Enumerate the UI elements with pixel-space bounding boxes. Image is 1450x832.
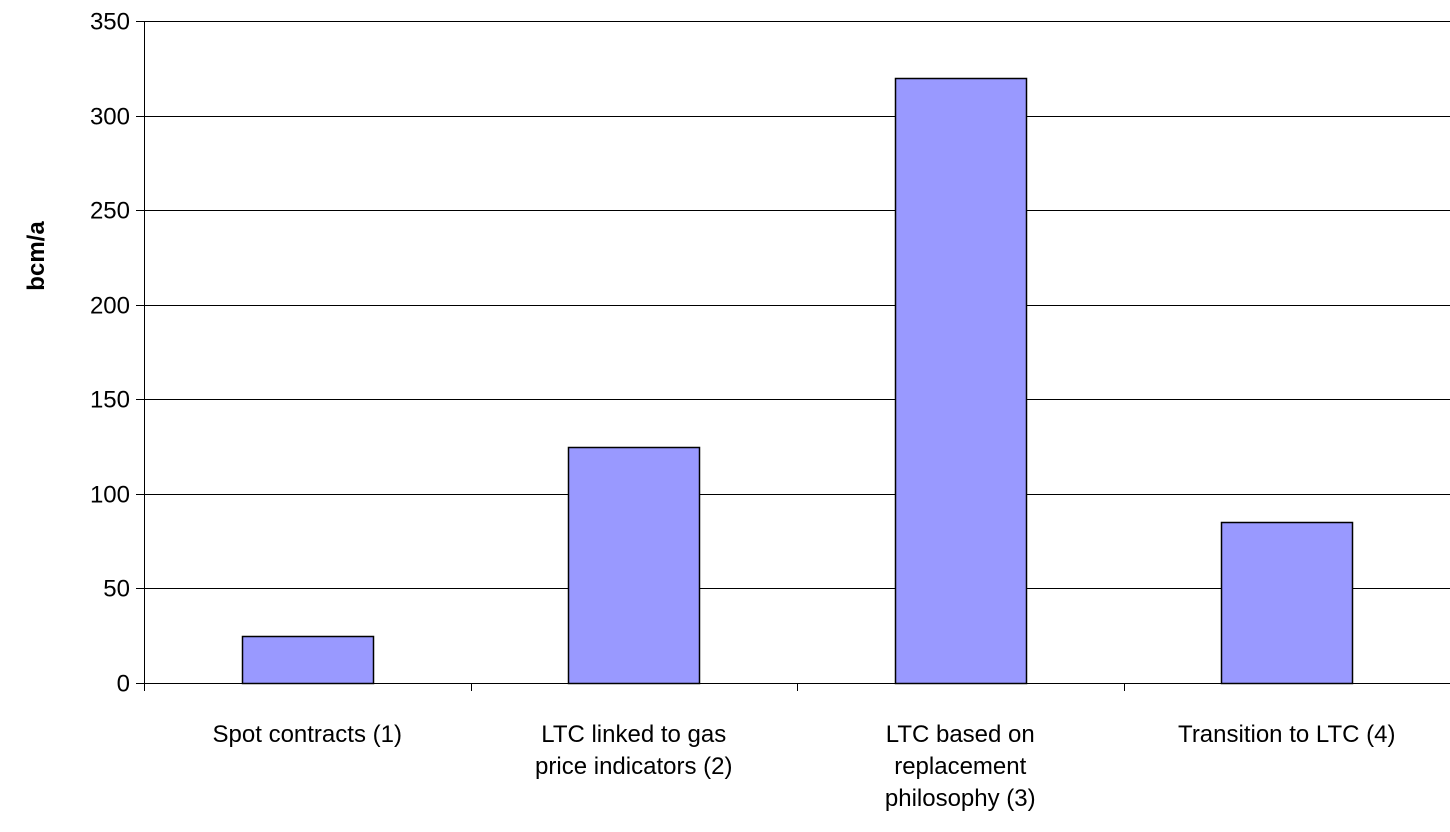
bar — [241, 635, 375, 685]
labels: 0 50 100 150 200 250 300 350 Spot contracts (1) L… — [90, 9, 1396, 813]
x-category-label: Transition to LTC (4) — [1178, 721, 1395, 748]
axes — [136, 21, 1450, 691]
y-axis-title: bcm/a — [23, 221, 50, 291]
x-category-label-line: philosophy (3) — [885, 785, 1036, 812]
y-tick-label: 50 — [103, 576, 130, 603]
y-tick-label: 150 — [90, 387, 130, 414]
x-category-label: Spot contracts (1) — [213, 721, 402, 748]
x-category-label: LTC linked to gas price indicators (2) — [535, 721, 732, 780]
gridlines — [144, 21, 1450, 589]
x-category-label-line: price indicators (2) — [535, 753, 732, 780]
x-category-label-line: LTC linked to gas — [541, 721, 726, 748]
bar — [1220, 521, 1354, 685]
x-category-label-line: Spot contracts (1) — [213, 721, 402, 748]
x-category-label-line: LTC based on — [886, 721, 1035, 748]
y-tick-label: 250 — [90, 198, 130, 225]
x-category-label-line: Transition to LTC (4) — [1178, 721, 1395, 748]
bars — [241, 77, 1354, 685]
y-tick-label: 100 — [90, 482, 130, 509]
x-category-label: LTC based on replacement philosophy (3) — [885, 721, 1036, 812]
y-tick-label: 300 — [90, 104, 130, 131]
y-tick-label: 200 — [90, 293, 130, 320]
x-category-label-line: replacement — [894, 753, 1026, 780]
bar — [567, 446, 701, 685]
y-tick-label: 350 — [90, 9, 130, 36]
y-tick-label: 0 — [117, 671, 130, 698]
bar — [894, 77, 1028, 685]
